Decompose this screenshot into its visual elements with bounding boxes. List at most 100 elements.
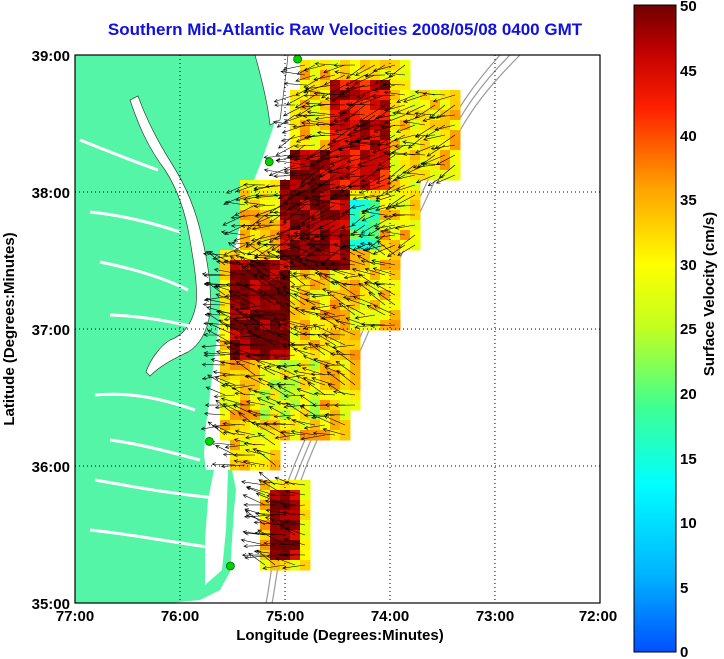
velocity-arrow — [276, 382, 296, 387]
velocity-cell — [240, 240, 251, 251]
velocity-cell — [230, 460, 241, 471]
velocity-arrow — [230, 223, 256, 228]
velocity-cell — [340, 370, 351, 381]
velocity-cell — [330, 120, 341, 131]
velocity-cell — [370, 290, 381, 301]
x-tick-72: 72:00 — [579, 608, 617, 625]
velocity-cell — [310, 430, 321, 441]
velocity-cell — [360, 140, 371, 151]
cb-tick-30: 30 — [680, 257, 697, 274]
velocity-cell — [320, 90, 331, 101]
velocity-cell — [220, 430, 231, 441]
velocity-cell — [290, 340, 301, 351]
velocity-cell — [320, 320, 331, 331]
velocity-cell — [410, 130, 421, 141]
velocity-arrow — [268, 224, 296, 243]
velocity-cell — [370, 200, 381, 211]
velocity-arrow — [392, 111, 416, 116]
velocity-arrow — [364, 204, 386, 212]
velocity-arrow — [345, 84, 376, 91]
velocity-arrow — [301, 367, 326, 376]
velocity-arrow — [368, 291, 386, 306]
velocity-cell — [290, 140, 301, 151]
velocity-arrow — [256, 260, 286, 266]
velocity-arrow — [430, 144, 456, 151]
velocity-arrow — [276, 333, 296, 346]
velocity-cell — [370, 90, 381, 101]
velocity-arrow — [356, 245, 376, 256]
velocity-arrow — [361, 164, 386, 182]
velocity-cell — [230, 270, 241, 281]
velocity-cell — [400, 100, 411, 111]
velocity-cell — [440, 100, 451, 111]
velocity-cell — [380, 270, 391, 281]
velocity-cell — [290, 490, 301, 501]
velocity-cell — [330, 300, 341, 311]
velocity-cell — [230, 310, 241, 321]
velocity-cell — [310, 270, 321, 281]
velocity-cell — [390, 150, 401, 161]
velocity-arrow — [275, 301, 296, 316]
velocity-arrow — [258, 479, 286, 496]
velocity-arrow — [229, 255, 256, 276]
velocity-arrow — [243, 322, 276, 327]
velocity-cell — [240, 360, 251, 371]
velocity-arrow — [262, 564, 286, 570]
velocity-arrow — [274, 434, 296, 440]
velocity-cell — [420, 170, 431, 181]
velocity-cell — [310, 120, 321, 131]
velocity-arrow — [342, 257, 366, 266]
velocity-arrow — [435, 174, 456, 184]
velocity-cell — [270, 260, 281, 271]
velocity-cell — [390, 260, 401, 271]
velocity-arrow — [211, 462, 236, 467]
velocity-cell — [300, 270, 311, 281]
velocity-arrow — [230, 214, 256, 220]
velocity-cell — [320, 70, 331, 81]
velocity-arrow — [234, 391, 256, 396]
velocity-cell — [340, 90, 351, 101]
velocity-arrow — [243, 182, 266, 187]
velocity-arrow — [249, 288, 276, 306]
velocity-cell — [320, 420, 331, 431]
velocity-cell — [440, 90, 451, 101]
velocity-cell — [250, 370, 261, 381]
velocity-arrow — [240, 266, 266, 286]
y-axis-label: Latitude (Degrees:Minutes) — [1, 232, 18, 425]
velocity-arrow — [373, 84, 396, 92]
velocity-arrow — [203, 273, 236, 278]
velocity-cell — [270, 420, 281, 431]
velocity-cell — [270, 250, 281, 261]
velocity-cell — [260, 490, 271, 501]
velocity-arrow — [329, 114, 356, 126]
velocity-arrow — [235, 360, 256, 376]
velocity-arrow — [266, 364, 286, 369]
velocity-arrow — [422, 91, 446, 96]
velocity-arrow — [315, 313, 336, 326]
velocity-cell — [290, 270, 301, 281]
velocity-arrow — [257, 365, 276, 376]
velocity-arrow — [284, 519, 306, 526]
velocity-cell — [250, 430, 261, 441]
velocity-arrow — [346, 154, 376, 163]
y-tick-labels: 39:00 38:00 37:00 36:00 35:00 — [32, 48, 70, 613]
velocity-arrow — [432, 94, 456, 103]
velocity-arrow — [222, 430, 246, 436]
velocity-arrow — [203, 332, 226, 337]
velocity-cell — [340, 320, 351, 331]
velocity-cell — [240, 270, 251, 281]
velocity-arrow — [240, 538, 266, 546]
velocity-cell — [310, 130, 321, 141]
velocity-arrow — [311, 376, 336, 386]
velocity-arrow — [394, 144, 416, 149]
velocity-arrow — [362, 244, 386, 252]
velocity-cell — [290, 300, 301, 311]
velocity-arrow — [224, 444, 246, 450]
velocity-arrow — [374, 74, 396, 84]
velocity-arrow — [249, 316, 276, 336]
velocity-arrow — [314, 61, 336, 66]
velocity-arrow — [370, 323, 396, 328]
velocity-cell — [410, 200, 421, 211]
velocity-arrow — [333, 243, 356, 256]
velocity-arrow — [233, 453, 256, 458]
